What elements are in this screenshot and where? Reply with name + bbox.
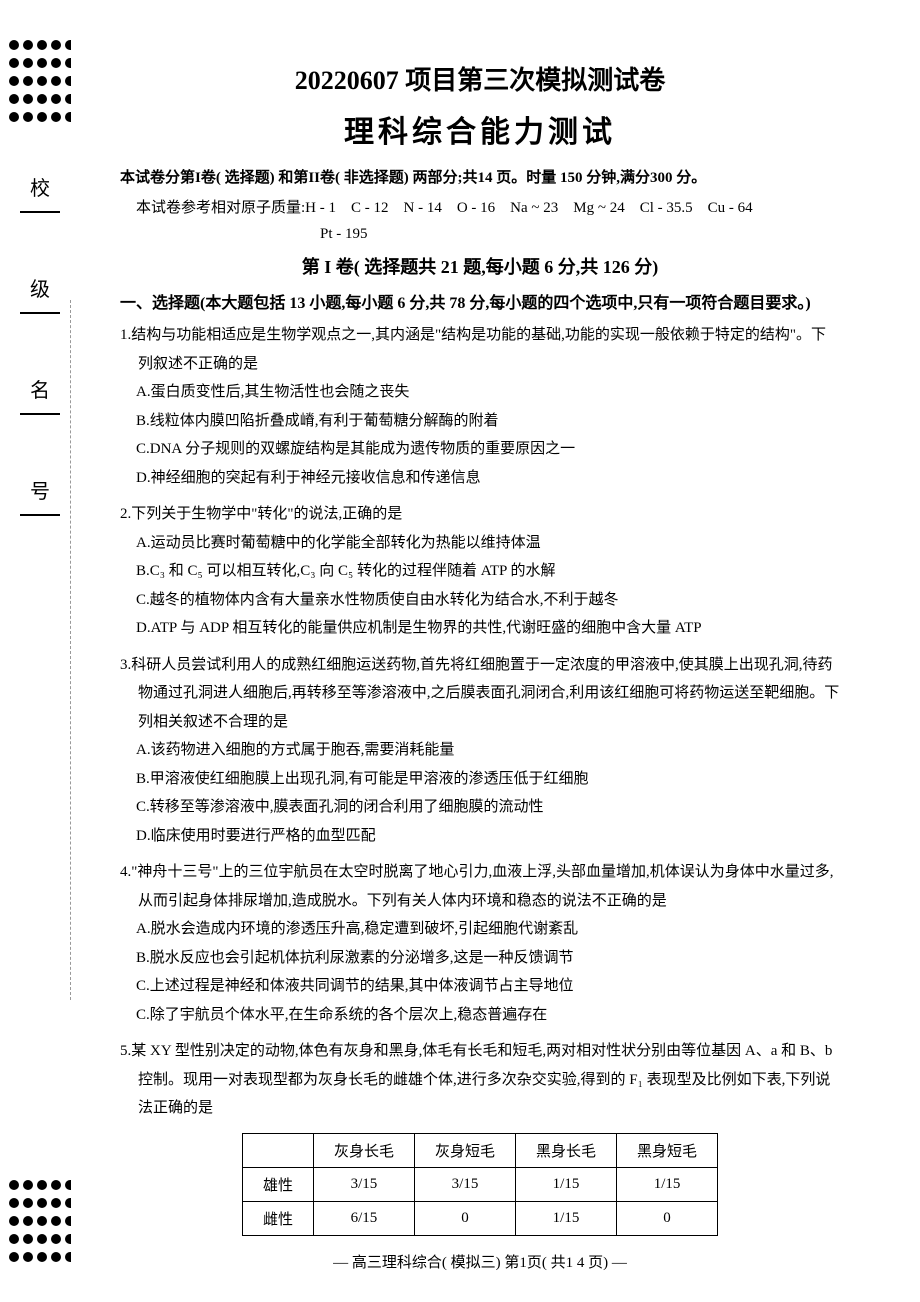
atomic-mass-values: H - 1 C - 12 N - 14 O - 16 Na ~ 23 Mg ~ … (305, 200, 752, 216)
option-c: C.上述过程是神经和体液共同调节的结果,其中体液调节占主导地位 (120, 972, 840, 1001)
sub-title: 理科综合能力测试 (120, 107, 840, 151)
margin-underline (20, 413, 60, 415)
table-cell: 0 (617, 1201, 718, 1235)
phenotype-table: 灰身长毛 灰身短毛 黑身长毛 黑身短毛 雄性 3/15 3/15 1/15 1/… (242, 1133, 718, 1236)
question-group-title: 一、选择题(本大题包括 13 小题,每小题 6 分,共 78 分,每小题的四个选… (120, 289, 840, 313)
question-stem: 5.某 XY 型性别决定的动物,体色有灰身和黑身,体毛有长毛和短毛,两对相对性状… (120, 1037, 840, 1123)
question-2: 2.下列关于生物学中"转化"的说法,正确的是 A.运动员比赛时葡萄糖中的化学能全… (120, 500, 840, 643)
exam-info: 本试卷分第I卷( 选择题) 和第II卷( 非选择题) 两部分;共14 页。时量 … (120, 166, 840, 190)
question-stem: 2.下列关于生物学中"转化"的说法,正确的是 (120, 500, 840, 529)
table-header: 黑身短毛 (617, 1133, 718, 1167)
table-cell: 雌性 (242, 1201, 313, 1235)
option-d: D.神经细胞的突起有利于神经元接收信息和传递信息 (120, 464, 840, 493)
table-header-row: 灰身长毛 灰身短毛 黑身长毛 黑身短毛 (242, 1133, 717, 1167)
option-b: B.C₃ 和 C₅ 可以相互转化,C₃ 向 C₅ 转化的过程伴随着 ATP 的水… (120, 557, 840, 586)
option-a: A.运动员比赛时葡萄糖中的化学能全部转化为热能以维持体温 (120, 529, 840, 558)
cut-line (70, 300, 71, 1000)
table-header: 灰身长毛 (313, 1133, 414, 1167)
question-1: 1.结构与功能相适应是生物学观点之一,其内涵是"结构是功能的基础,功能的实现一般… (120, 321, 840, 492)
option-b: B.线粒体内膜凹陷折叠成嵴,有利于葡萄糖分解酶的附着 (120, 407, 840, 436)
atomic-mass: 本试卷参考相对原子质量:H - 1 C - 12 N - 14 O - 16 N… (120, 196, 840, 220)
margin-underline (20, 514, 60, 516)
option-a: A.该药物进入细胞的方式属于胞吞,需要消耗能量 (120, 736, 840, 765)
option-c: C.越冬的植物体内含有大量亲水性物质使自由水转化为结合水,不利于越冬 (120, 586, 840, 615)
section-title: 第 I 卷( 选择题共 21 题,每小题 6 分,共 126 分) (120, 253, 840, 279)
table-cell: 1/15 (516, 1167, 617, 1201)
binding-dots-top (9, 40, 71, 122)
main-title: 20220607 项目第三次模拟测试卷 (120, 60, 840, 97)
page-footer: — 高三理科综合( 模拟三) 第1页( 共1 4 页) — (120, 1251, 840, 1272)
table-header (242, 1133, 313, 1167)
option-b: B.甲溶液使红细胞膜上出现孔洞,有可能是甲溶液的渗透压低于红细胞 (120, 765, 840, 794)
table-header: 黑身长毛 (516, 1133, 617, 1167)
margin-label-number: 号 (30, 475, 50, 504)
atomic-mass-label: 本试卷参考相对原子质量: (136, 200, 305, 216)
option-c: C.DNA 分子规则的双螺旋结构是其能成为遗传物质的重要原因之一 (120, 435, 840, 464)
binding-dots-bottom (9, 1180, 71, 1262)
table-cell: 3/15 (313, 1167, 414, 1201)
question-stem: 1.结构与功能相适应是生物学观点之一,其内涵是"结构是功能的基础,功能的实现一般… (120, 321, 840, 378)
table-header: 灰身短毛 (414, 1133, 515, 1167)
question-4: 4."神舟十三号"上的三位宇航员在太空时脱离了地心引力,血液上浮,头部血量增加,… (120, 858, 840, 1029)
option-c: C.转移至等渗溶液中,膜表面孔洞的闭合利用了细胞膜的流动性 (120, 793, 840, 822)
question-5: 5.某 XY 型性别决定的动物,体色有灰身和黑身,体毛有长毛和短毛,两对相对性状… (120, 1037, 840, 1123)
margin-underline (20, 312, 60, 314)
question-stem: 4."神舟十三号"上的三位宇航员在太空时脱离了地心引力,血液上浮,头部血量增加,… (120, 858, 840, 915)
table-cell: 1/15 (617, 1167, 718, 1201)
table-cell: 6/15 (313, 1201, 414, 1235)
atomic-mass-cont: Pt - 195 (120, 226, 840, 243)
option-d: D.临床使用时要进行严格的血型匹配 (120, 822, 840, 851)
table-row: 雄性 3/15 3/15 1/15 1/15 (242, 1167, 717, 1201)
question-stem: 3.科研人员尝试利用人的成熟红细胞运送药物,首先将红细胞置于一定浓度的甲溶液中,… (120, 651, 840, 737)
table-row: 雌性 6/15 0 1/15 0 (242, 1201, 717, 1235)
table-cell: 雄性 (242, 1167, 313, 1201)
margin-label-name: 名 (30, 374, 50, 403)
binding-margin: 校 级 名 号 (0, 0, 80, 1302)
option-b: B.脱水反应也会引起机体抗利尿激素的分泌增多,这是一种反馈调节 (120, 944, 840, 973)
table-cell: 1/15 (516, 1201, 617, 1235)
option-a: A.蛋白质变性后,其生物活性也会随之丧失 (120, 378, 840, 407)
question-3: 3.科研人员尝试利用人的成熟红细胞运送药物,首先将红细胞置于一定浓度的甲溶液中,… (120, 651, 840, 851)
option-a: A.脱水会造成内环境的渗透压升高,稳定遭到破坏,引起细胞代谢紊乱 (120, 915, 840, 944)
margin-label-grade: 级 (30, 273, 50, 302)
table-cell: 3/15 (414, 1167, 515, 1201)
margin-underline (20, 211, 60, 213)
option-d: D.ATP 与 ADP 相互转化的能量供应机制是生物界的共性,代谢旺盛的细胞中含… (120, 614, 840, 643)
table-cell: 0 (414, 1201, 515, 1235)
option-d: C.除了宇航员个体水平,在生命系统的各个层次上,稳态普遍存在 (120, 1001, 840, 1030)
margin-label-school: 校 (30, 172, 50, 201)
